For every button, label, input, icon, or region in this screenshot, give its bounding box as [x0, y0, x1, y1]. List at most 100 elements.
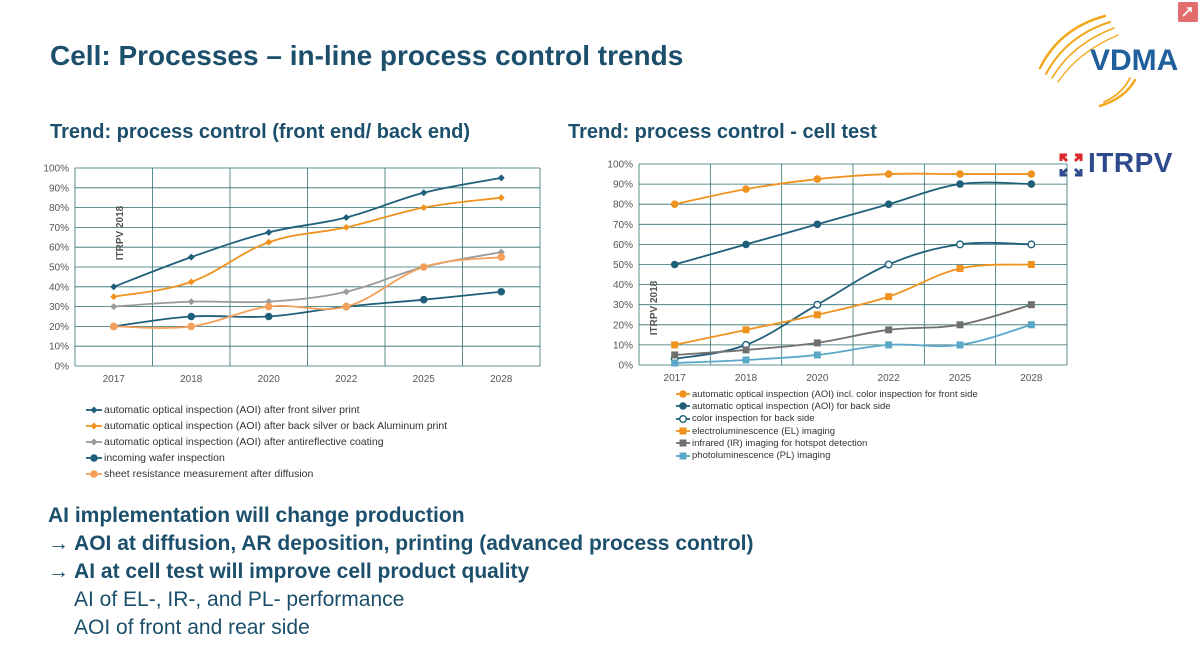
x-tick-label: 2025 — [949, 373, 972, 384]
data-point — [419, 295, 428, 304]
data-point — [956, 321, 964, 329]
y-tick-label: 0% — [55, 362, 70, 373]
data-point — [813, 351, 821, 359]
data-point — [956, 240, 965, 249]
vdma-logo-text: VDMA — [1090, 44, 1178, 77]
data-point — [342, 302, 351, 311]
series-line — [113, 177, 502, 288]
data-point — [884, 170, 893, 178]
legend-item: automatic optical inspection (AOI) after… — [86, 434, 447, 450]
left-chart-legend: automatic optical inspection (AOI) after… — [86, 402, 447, 482]
legend-marker — [90, 470, 98, 478]
series-line — [674, 263, 1032, 346]
itrpv-logo-icon — [1059, 153, 1083, 177]
data-point — [420, 204, 428, 212]
data-point — [497, 174, 505, 182]
y-tick-label: 70% — [49, 223, 69, 234]
data-point — [110, 303, 118, 311]
slide-title: Cell: Processes – in-line process contro… — [50, 40, 684, 71]
data-point — [670, 260, 679, 269]
data-point — [187, 322, 196, 331]
legend-item: color inspection for back side — [676, 413, 978, 425]
data-point — [264, 312, 273, 321]
series-line — [674, 181, 1032, 266]
data-point — [742, 346, 750, 354]
data-point — [1027, 261, 1035, 268]
itrpv-logo-text: ITRPV — [1088, 147, 1173, 178]
legend-label: automatic optical inspection (AOI) after… — [104, 420, 448, 432]
legend-item: automatic optical inspection (AOI) for b… — [676, 400, 978, 412]
data-point — [497, 253, 506, 261]
data-point — [742, 326, 750, 334]
legend-label: automatic optical inspection (AOI) for b… — [692, 400, 891, 412]
legend-swatch — [676, 402, 690, 411]
legend-item: infrared (IR) imaging for hotspot detect… — [676, 437, 978, 449]
y-tick-label: 10% — [49, 342, 69, 353]
data-point — [342, 288, 350, 296]
data-point — [884, 200, 893, 208]
right-line-chart: 0% 10% 20% 30% 40% 50% 60% 70% 80% 90% 100% 2017 201… — [607, 160, 1068, 384]
bullet-el-ir-pl: AI of EL-, IR-, and PL- performance — [74, 588, 405, 611]
legend-label: infrared (IR) imaging for hotspot detect… — [692, 437, 868, 449]
data-point — [742, 185, 750, 193]
legend-item: automatic optical inspection (AOI) incl.… — [676, 388, 978, 400]
x-tick-label: 2020 — [806, 373, 829, 384]
y-tick-label: 70% — [613, 220, 633, 231]
y-tick-label: 0% — [619, 361, 634, 372]
data-point — [187, 298, 195, 306]
legend-item: incoming wafer inspection — [86, 450, 447, 466]
data-point — [670, 200, 679, 208]
data-point — [884, 260, 893, 269]
data-point — [956, 265, 964, 273]
legend-marker — [679, 414, 687, 423]
data-point — [813, 339, 821, 347]
left-chart-subtitle: Trend: process control (front end/ back … — [50, 121, 471, 143]
data-point — [1027, 301, 1035, 309]
summary-text: AI implementation will change production… — [48, 502, 753, 642]
data-point — [187, 312, 196, 321]
legend-marker — [90, 422, 98, 430]
vdma-logo: VDMA — [1038, 14, 1178, 108]
y-tick-label: 50% — [613, 260, 633, 271]
data-point — [1027, 240, 1036, 249]
data-point — [885, 326, 893, 334]
chart-watermark: ITRPV 2018 — [115, 205, 126, 260]
y-tick-label: 100% — [43, 164, 69, 175]
x-tick-label: 2018 — [180, 374, 203, 385]
data-point — [885, 293, 893, 301]
data-point — [885, 341, 893, 349]
series-line — [674, 241, 1032, 360]
legend-swatch — [86, 422, 102, 430]
data-point — [342, 214, 350, 221]
legend-marker — [679, 439, 687, 447]
data-point — [671, 341, 679, 349]
x-tick-label: 2025 — [413, 374, 436, 385]
bullet-aoi-front-rear: AOI of front and rear side — [74, 616, 310, 639]
legend-marker — [679, 390, 687, 398]
x-tick-label: 2028 — [1020, 373, 1043, 384]
data-point — [956, 180, 964, 188]
legend-label: color inspection for back side — [692, 413, 815, 425]
y-tick-label: 60% — [49, 243, 69, 254]
data-point — [110, 283, 118, 291]
data-point — [742, 240, 750, 249]
legend-label: photoluminescence (PL) imaging — [692, 450, 831, 462]
x-tick-label: 2018 — [735, 373, 758, 384]
bullet-ai-cell-test: → AI at cell test will improve cell prod… — [48, 560, 530, 583]
y-tick-label: 90% — [49, 183, 69, 194]
data-point — [813, 311, 821, 319]
y-tick-label: 30% — [613, 300, 633, 311]
data-point — [813, 220, 822, 229]
data-point — [1027, 180, 1036, 188]
legend-swatch — [676, 427, 690, 435]
legend-marker — [90, 454, 98, 462]
chart-watermark: ITRPV 2018 — [649, 280, 660, 335]
y-tick-label: 40% — [613, 280, 633, 291]
x-tick-label: 2017 — [664, 373, 687, 384]
left-line-chart: 0% 10% 20% 30% 40% 50% 60% 70% 80% 90% 100% 2017 201… — [43, 164, 541, 385]
data-point — [813, 300, 822, 309]
bullet-heading: AI implementation will change production — [48, 504, 465, 527]
series-line — [674, 323, 1032, 364]
y-tick-label: 80% — [613, 200, 633, 211]
series-line — [113, 196, 502, 298]
